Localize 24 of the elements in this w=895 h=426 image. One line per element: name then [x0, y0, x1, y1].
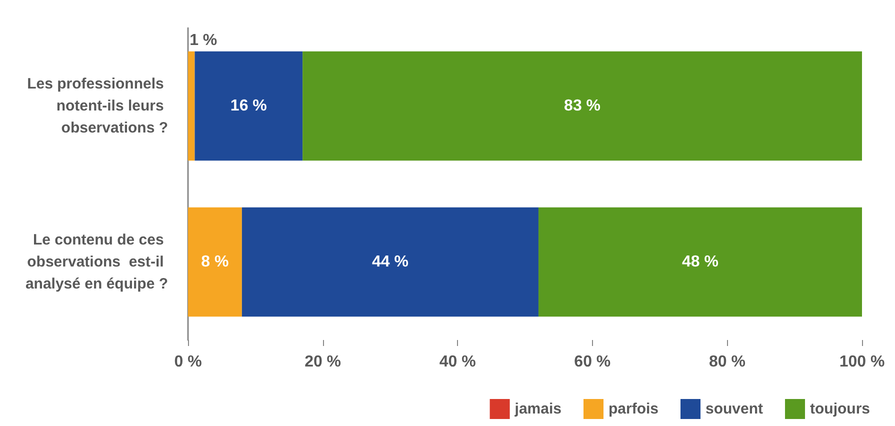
legend-label: jamais — [514, 400, 562, 418]
x-tick-label: 80 % — [708, 354, 746, 370]
x-tick-label: 20 % — [304, 354, 342, 370]
y-tick-label: Le contenu de ces observations est-il analysé en équipe ? — [25, 232, 168, 292]
legend-label: parfois — [608, 400, 659, 418]
x-tick-label: 60 % — [574, 354, 611, 370]
bar — [194, 51, 303, 161]
data-label: 44 % — [372, 254, 408, 270]
y-tick-label: Les professionnels notent-ils leurs observations ? — [27, 76, 168, 136]
bar — [188, 207, 242, 317]
x-tick-label: 40 % — [439, 354, 476, 370]
bar — [188, 51, 195, 161]
data-label: 48 % — [682, 254, 718, 270]
x-tick-label: 0 % — [174, 354, 202, 370]
data-label: 8 % — [201, 254, 229, 270]
bar — [242, 207, 538, 317]
bar — [302, 51, 862, 161]
data-label: 1 % — [190, 32, 218, 49]
bar — [538, 207, 862, 317]
x-tick-label: 100 % — [839, 354, 885, 370]
legend-label: souvent — [706, 400, 764, 418]
legend-label: toujours — [810, 400, 870, 418]
data-label: 16 % — [230, 98, 267, 114]
data-label: 83 % — [564, 98, 601, 114]
